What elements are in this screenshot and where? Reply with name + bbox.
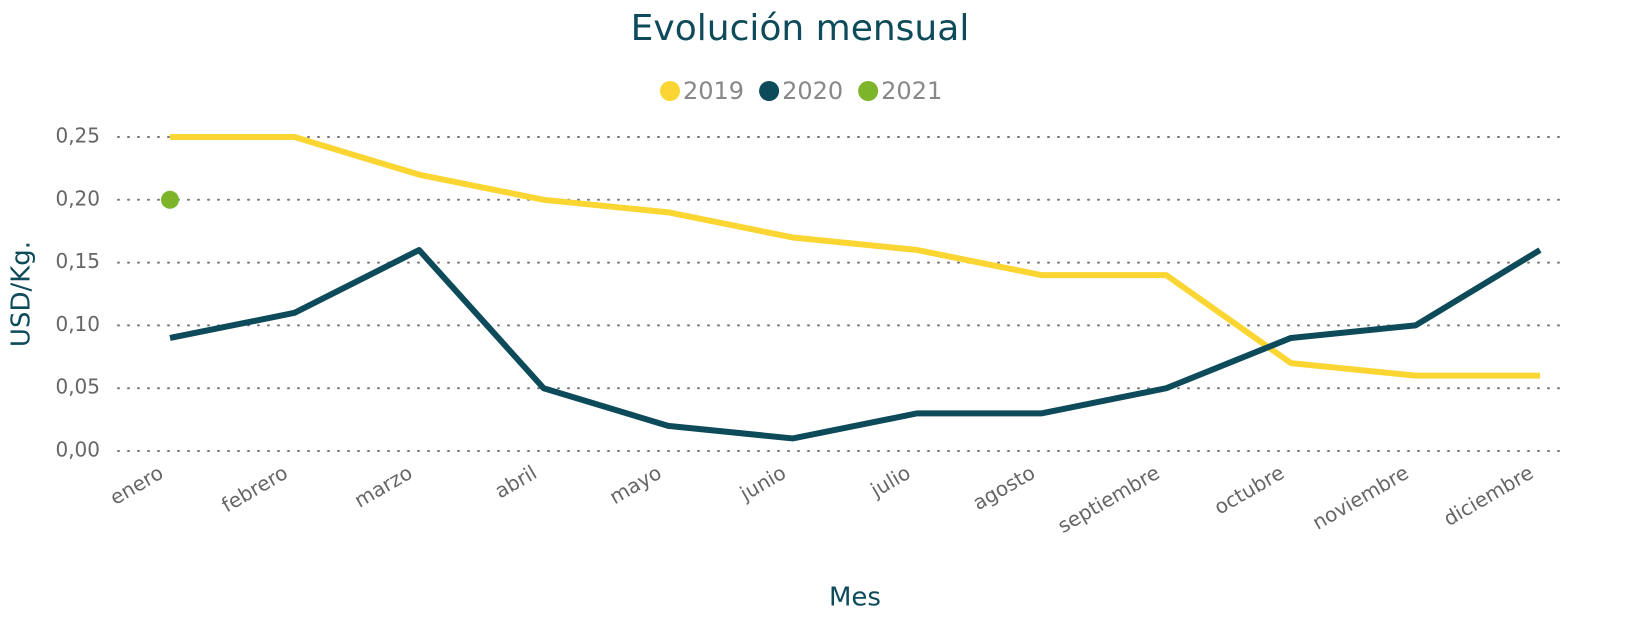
- legend-marker: [858, 81, 879, 101]
- y-tick-label: 0,05: [55, 375, 100, 399]
- legend-label: 2021: [881, 77, 942, 105]
- legend-marker: [759, 81, 780, 101]
- x-tick-label: julio: [866, 460, 915, 502]
- line: [169, 247, 1542, 442]
- x-tick-label: septiembre: [1053, 460, 1163, 537]
- legend-label: 2020: [782, 77, 843, 105]
- x-tick-label: noviembre: [1308, 460, 1413, 534]
- x-tick-label: octubre: [1210, 460, 1288, 519]
- y-tick-label: 0,25: [55, 124, 100, 148]
- y-axis-label: USD/Kg.: [7, 241, 37, 347]
- x-tick-label: mayo: [605, 460, 665, 509]
- point: [161, 190, 179, 209]
- chart-title: Evolución mensual: [631, 8, 970, 49]
- y-tick-label: 0,00: [55, 438, 100, 462]
- x-tick-label: marzo: [350, 460, 416, 512]
- y-tick-label: 0,10: [55, 312, 100, 336]
- x-tick-label: abril: [491, 460, 541, 503]
- legend-marker: [660, 81, 680, 101]
- x-tick-label: enero: [106, 460, 168, 509]
- y-tick-label: 0,15: [55, 249, 100, 273]
- x-tick-label: agosto: [968, 460, 1039, 515]
- x-tick-label: junio: [735, 460, 790, 506]
- x-tick-label: diciembre: [1439, 460, 1537, 530]
- x-tick-label: febrero: [217, 460, 291, 517]
- x-axis-label: Mes: [829, 583, 881, 613]
- line: [170, 134, 1540, 379]
- legend-label: 2019: [683, 77, 744, 105]
- y-tick-label: 0,20: [55, 186, 100, 210]
